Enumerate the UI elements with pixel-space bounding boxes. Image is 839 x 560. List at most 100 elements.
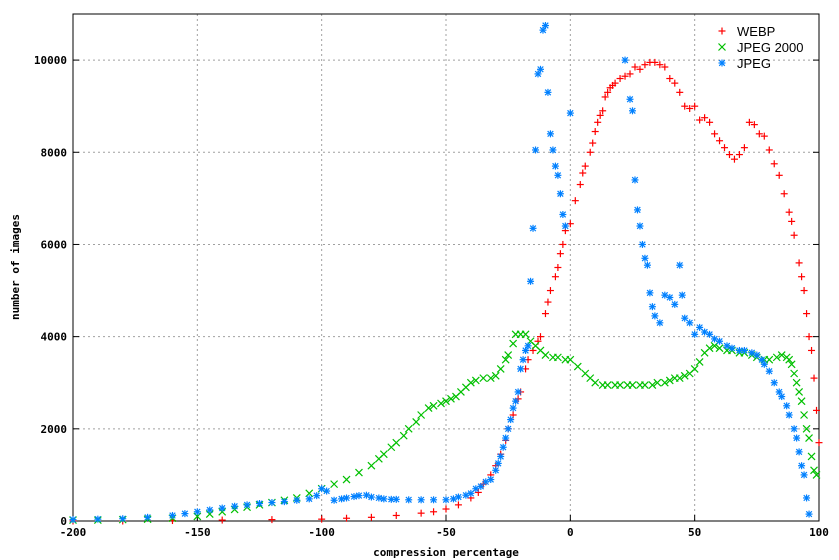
y-axis: 0 2000 4000 6000 8000 10000 xyxy=(34,54,819,528)
data-point xyxy=(504,425,512,433)
data-point xyxy=(631,176,639,184)
data-point xyxy=(417,509,425,517)
data-point xyxy=(808,346,816,354)
data-point xyxy=(551,162,559,170)
data-point xyxy=(696,323,704,331)
data-point xyxy=(785,208,793,216)
data-point xyxy=(509,339,518,348)
data-point xyxy=(502,434,510,442)
data-point xyxy=(753,351,761,359)
data-point xyxy=(715,344,724,353)
data-point xyxy=(119,515,127,523)
data-point xyxy=(641,381,649,389)
data-point xyxy=(671,300,679,308)
data-point xyxy=(666,293,674,301)
data-point xyxy=(532,146,540,154)
data-point xyxy=(646,289,654,297)
data-point xyxy=(755,130,763,138)
grid xyxy=(73,14,819,521)
data-point xyxy=(551,273,559,281)
data-point xyxy=(790,425,798,433)
data-point xyxy=(696,116,704,124)
data-point xyxy=(636,65,644,73)
data-point xyxy=(496,364,505,373)
data-point xyxy=(701,114,709,122)
data-point xyxy=(509,404,517,412)
data-point xyxy=(437,399,445,408)
data-point xyxy=(417,496,425,504)
data-point xyxy=(466,378,475,387)
data-point xyxy=(305,489,314,498)
data-point xyxy=(636,222,644,230)
data-point xyxy=(621,72,629,80)
data-point xyxy=(604,88,612,96)
data-point xyxy=(330,496,338,504)
data-point xyxy=(330,480,339,489)
data-point xyxy=(554,264,562,271)
data-point xyxy=(803,494,811,502)
data-point xyxy=(507,416,515,424)
data-point xyxy=(745,118,753,126)
legend-marker-webp xyxy=(718,27,726,35)
data-point xyxy=(499,443,507,451)
data-point xyxy=(517,365,525,373)
data-point xyxy=(805,434,813,442)
data-point xyxy=(740,346,748,354)
data-point xyxy=(534,70,542,78)
data-point xyxy=(566,109,574,117)
data-point xyxy=(643,261,651,269)
data-point xyxy=(815,439,823,447)
x-tick-label: -150 xyxy=(184,526,211,539)
data-point xyxy=(342,475,351,484)
data-point xyxy=(380,495,388,503)
data-point xyxy=(576,181,584,189)
data-point xyxy=(626,95,634,103)
data-point xyxy=(626,70,634,78)
data-point xyxy=(442,397,450,406)
data-point xyxy=(795,448,803,456)
series-webp xyxy=(69,58,823,525)
data-point xyxy=(803,310,811,318)
data-point xyxy=(628,381,637,389)
data-point xyxy=(514,388,522,396)
data-point xyxy=(559,240,567,248)
data-point xyxy=(571,197,579,205)
data-point xyxy=(778,393,786,401)
data-point xyxy=(521,330,530,339)
data-point xyxy=(798,273,806,281)
data-point xyxy=(594,118,602,126)
data-point xyxy=(477,482,485,490)
data-point xyxy=(323,487,331,495)
data-point xyxy=(544,88,552,96)
legend: WEBP JPEG 2000 JPEG xyxy=(718,24,804,71)
data-point xyxy=(504,351,513,359)
data-point xyxy=(616,381,624,389)
data-point xyxy=(641,254,649,262)
data-point xyxy=(367,461,376,470)
data-point xyxy=(474,488,482,496)
data-point xyxy=(711,130,719,138)
data-point xyxy=(601,93,609,101)
data-point xyxy=(305,495,313,503)
y-tick-label: 2000 xyxy=(41,423,68,436)
data-point xyxy=(686,104,694,112)
data-point xyxy=(429,401,438,410)
data-point xyxy=(660,378,669,387)
data-point xyxy=(529,224,537,232)
data-point xyxy=(810,466,818,475)
data-point xyxy=(676,261,684,269)
data-point xyxy=(561,222,569,230)
data-point xyxy=(218,504,226,512)
data-point xyxy=(293,496,301,504)
data-point xyxy=(665,376,674,385)
data-point xyxy=(800,411,809,419)
data-point xyxy=(512,397,520,405)
data-point xyxy=(556,190,564,198)
data-point xyxy=(591,378,600,387)
data-point xyxy=(653,378,662,387)
data-point xyxy=(740,144,748,152)
data-point xyxy=(541,351,550,359)
y-axis-label: number of images xyxy=(9,214,22,320)
legend-marker-jpeg xyxy=(718,59,726,67)
